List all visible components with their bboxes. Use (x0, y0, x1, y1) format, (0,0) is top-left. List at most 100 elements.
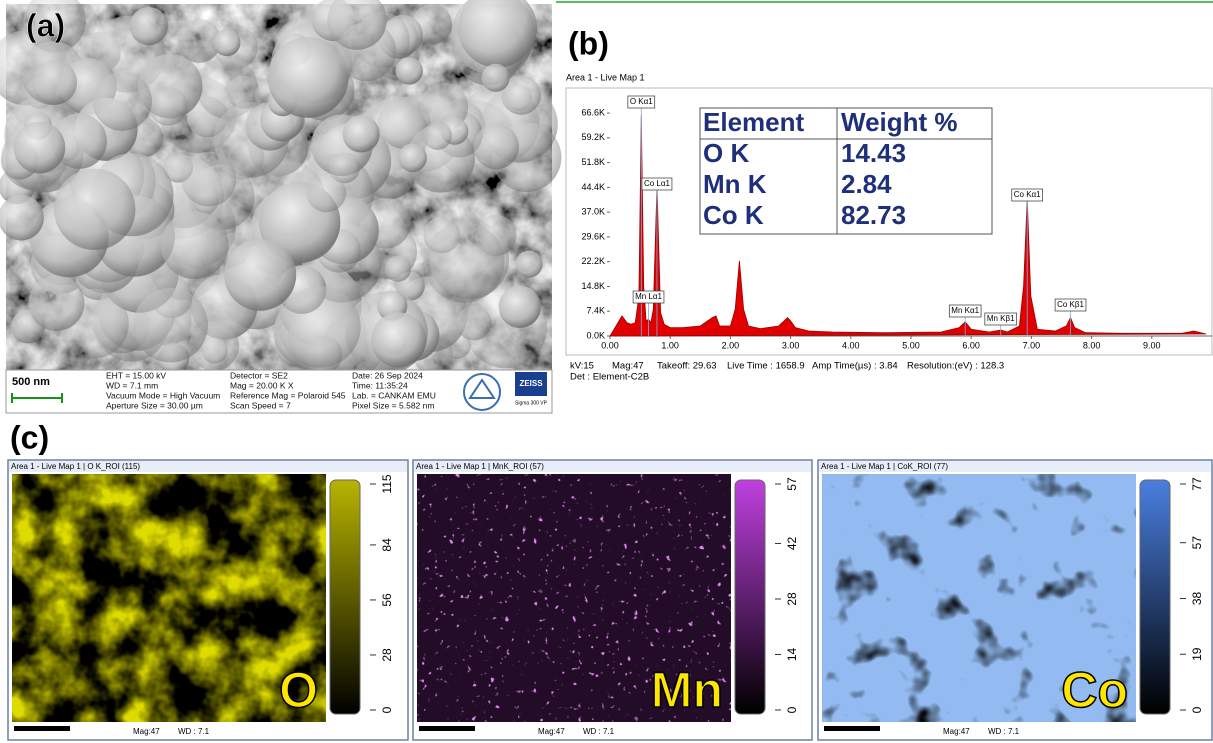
sem-grain (93, 72, 152, 131)
footer-item: Amp Time(µs) : 3.84 (812, 361, 898, 372)
sem-grain (161, 211, 229, 279)
sem-grain (482, 64, 510, 92)
table-cell: 82.73 (841, 200, 906, 230)
map-title: Area 1 - Live Map 1 | CoK_ROI (77) (821, 462, 948, 471)
colorbar-tick-label: 57 (1190, 536, 1204, 550)
spectrum-footer: kV:15Mag:47Takeoff: 29.63Live Time : 165… (570, 361, 1004, 372)
table-cell: 2.84 (841, 169, 892, 199)
sem-grain (14, 122, 66, 174)
sem-grain (279, 286, 361, 368)
map-title: Area 1 - Live Map 1 | MnK_ROI (57) (416, 462, 544, 471)
map-scale-bar (14, 726, 70, 731)
peak-label: Co Kβ1 (1057, 300, 1084, 309)
footer-item: Takeoff: 29.63 (657, 361, 717, 372)
peak-label: Co Lα1 (644, 179, 671, 188)
peak-label: Co Kα1 (1014, 190, 1041, 199)
y-tick-label: 22.2K (581, 256, 605, 266)
sem-grain (474, 124, 519, 169)
footer-item: Mag:47 (612, 361, 644, 372)
x-tick-label: 5.00 (902, 340, 920, 350)
table-cell: Co K (703, 200, 764, 230)
y-tick-label: 66.6K (581, 107, 605, 117)
weight-table: ElementWeight %O K14.43Mn K2.84Co K82.73 (700, 107, 992, 234)
sem-grain (424, 222, 504, 302)
table-cell: O K (703, 138, 749, 168)
y-tick-label: 7.4K (586, 306, 605, 316)
figure: (a) 500 nm EHT = 15.00 kVWD = 7.1 mmVacu… (0, 0, 1213, 743)
colorbar (1140, 480, 1170, 714)
detector: Det : Element-C2B (570, 372, 649, 383)
scale-bar-label: 500 nm (12, 376, 50, 388)
panel-label: (c) (10, 419, 49, 455)
info-text: EHT = 15.00 kVWD = 7.1 mmVacuum Mode = H… (106, 370, 436, 410)
x-tick-label: 4.00 (842, 340, 860, 350)
sem-grain (268, 37, 349, 118)
sem-grain (133, 288, 208, 363)
y-tick-label: 51.8K (581, 157, 605, 167)
info-line: Date: 26 Sep 2024 (352, 370, 423, 380)
colorbar-tick-label: 0 (1190, 706, 1204, 713)
map-panel: Area 1 - Live Map 1 | O K_ROI (115)OMag:… (8, 460, 408, 740)
table-header: Element (703, 107, 804, 137)
colorbar-tick-label: 28 (380, 648, 394, 662)
colorbar-tick-label: 57 (785, 477, 799, 491)
colorbar-tick-label: 28 (785, 592, 799, 606)
x-tick-label: 1.00 (661, 340, 679, 350)
map-scale-bar (824, 726, 880, 731)
sem-grain (29, 275, 85, 331)
colorbar-tick-label: 84 (380, 538, 394, 552)
colorbar-tick-label: 19 (1190, 647, 1204, 661)
info-line: Vacuum Mode = High Vacuum (106, 390, 220, 400)
sem-grain (343, 115, 380, 152)
peak-label: Mn Lα1 (635, 292, 662, 301)
table-header: Weight % (841, 107, 958, 137)
colorbar-tick-label: 38 (1190, 591, 1204, 605)
map-wd: WD : 7.1 (583, 727, 615, 736)
sem-grain (181, 152, 236, 207)
map-panel: Area 1 - Live Map 1 | MnK_ROI (57)MnMag:… (413, 460, 812, 740)
info-line: EHT = 15.00 kV (106, 370, 166, 380)
sem-grain (515, 251, 542, 278)
x-tick-label: 6.00 (962, 340, 980, 350)
sem-grain (423, 121, 451, 149)
info-line: Aperture Size = 30.00 µm (106, 400, 203, 410)
sem-grain (385, 256, 411, 282)
sem-grain (456, 305, 491, 340)
y-tick-label: 44.4K (581, 182, 605, 192)
footer-item: kV:15 (570, 361, 594, 372)
colorbar-tick-label: 56 (380, 593, 394, 607)
colorbar-tick-label: 77 (1190, 477, 1204, 491)
map-panel: Area 1 - Live Map 1 | CoK_ROI (77)CoMag:… (818, 460, 1212, 740)
panel-b: (b) Area 1 - Live Map 1 0.0K7.4K14.8K22.… (566, 25, 1212, 382)
sem-grain (398, 143, 427, 172)
y-tick-label: 59.2K (581, 132, 605, 142)
instrument-model: Sigma 300 VP (515, 400, 548, 406)
info-line: WD = 7.1 mm (106, 380, 158, 390)
sem-grain (499, 286, 541, 328)
x-tick-label: 7.00 (1023, 340, 1041, 350)
peak-label: Mn Kβ1 (987, 314, 1015, 323)
colorbar (735, 480, 765, 714)
map-mag: Mag:47 (538, 727, 565, 736)
zeiss-text: ZEISS (519, 379, 543, 388)
map-element: Co (1061, 662, 1128, 718)
sem-grain (213, 29, 240, 56)
map-wd: WD : 7.1 (988, 727, 1020, 736)
x-tick-label: 8.00 (1083, 340, 1101, 350)
x-tick-label: 3.00 (782, 340, 800, 350)
sem-grain (307, 173, 346, 212)
map-mag: Mag:47 (133, 727, 160, 736)
sem-grain (0, 195, 44, 241)
footer-item: Resolution:(eV) : 128.3 (907, 361, 1004, 372)
table-cell: 14.43 (841, 138, 906, 168)
info-line: Time: 11:35:24 (352, 380, 408, 390)
elemental-maps: Area 1 - Live Map 1 | O K_ROI (115)OMag:… (8, 460, 1212, 740)
info-line: Scan Speed = 7 (230, 400, 291, 410)
panel-c: (c) Area 1 - Live Map 1 | O K_ROI (115)O… (8, 419, 1212, 740)
y-tick-label: 37.0K (581, 207, 605, 217)
sem-grain (149, 87, 188, 126)
info-line: Lab. = CANKAM EMU (352, 390, 436, 400)
panel-label: (a) (26, 7, 65, 43)
peak-label: Mn Kα1 (951, 306, 979, 315)
